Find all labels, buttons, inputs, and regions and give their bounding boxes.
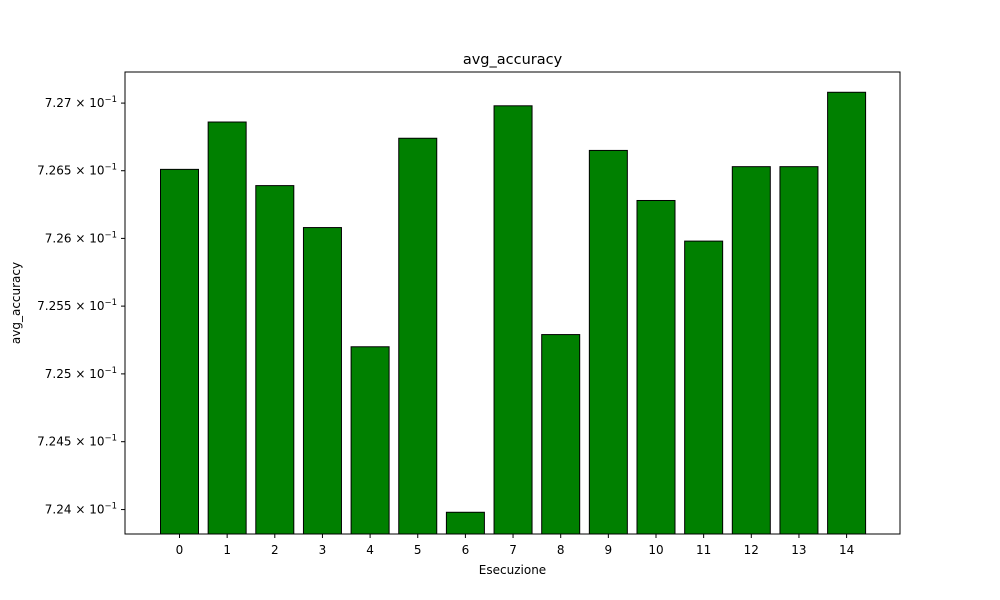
bar-0 — [160, 168, 199, 535]
bar-12 — [731, 166, 771, 535]
bar-11 — [684, 240, 724, 535]
bar-8 — [541, 334, 581, 535]
bar-6 — [445, 511, 485, 535]
bar-2 — [255, 185, 295, 535]
bar-3 — [302, 227, 342, 535]
bar-1 — [207, 121, 247, 535]
x-tick-label: 0 — [176, 543, 184, 557]
y-tick-label: 7.25 × 10−1 — [45, 366, 117, 381]
x-tick-label: 13 — [791, 543, 806, 557]
x-tick-label: 4 — [366, 543, 374, 557]
bar-10 — [636, 199, 676, 535]
x-tick-label: 12 — [744, 543, 759, 557]
x-tick-label: 8 — [557, 543, 565, 557]
bar-9 — [588, 149, 628, 535]
y-axis-label: avg_accuracy — [9, 262, 23, 344]
bar-4 — [350, 346, 390, 535]
x-tick-label: 7 — [509, 543, 517, 557]
bars-layer — [160, 91, 867, 535]
bar-14 — [827, 91, 867, 535]
plot-frame — [124, 71, 901, 535]
x-tick-label: 2 — [271, 543, 279, 557]
y-tick-label: 7.255 × 10−1 — [37, 298, 117, 313]
bar-5 — [398, 137, 438, 535]
y-tick-label: 7.26 × 10−1 — [45, 230, 117, 245]
x-axis-label: Esecuzione — [479, 563, 546, 577]
y-tick-label: 7.24 × 10−1 — [45, 502, 117, 517]
x-tick-label: 14 — [839, 543, 854, 557]
x-axis-ticks: 0 1 2 3 4 5 6 7 8 9 10 11 12 13 14 — [176, 534, 854, 557]
y-tick-label: 7.265 × 10−1 — [37, 163, 117, 178]
x-tick-label: 6 — [462, 543, 470, 557]
x-tick-label: 11 — [696, 543, 711, 557]
bar-7 — [493, 105, 533, 535]
y-axis-ticks: 7.24 × 10−1 7.245 × 10−1 7.25 × 10−1 7.255 … — [37, 95, 125, 517]
x-tick-label: 10 — [648, 543, 663, 557]
y-tick-label: 7.27 × 10−1 — [45, 95, 117, 110]
x-tick-label: 1 — [223, 543, 231, 557]
chart-title: avg_accuracy — [463, 52, 563, 68]
y-tick-label: 7.245 × 10−1 — [37, 434, 117, 449]
bar-13 — [779, 166, 819, 535]
x-tick-label: 5 — [414, 543, 422, 557]
x-tick-label: 9 — [605, 543, 613, 557]
x-tick-label: 3 — [319, 543, 327, 557]
